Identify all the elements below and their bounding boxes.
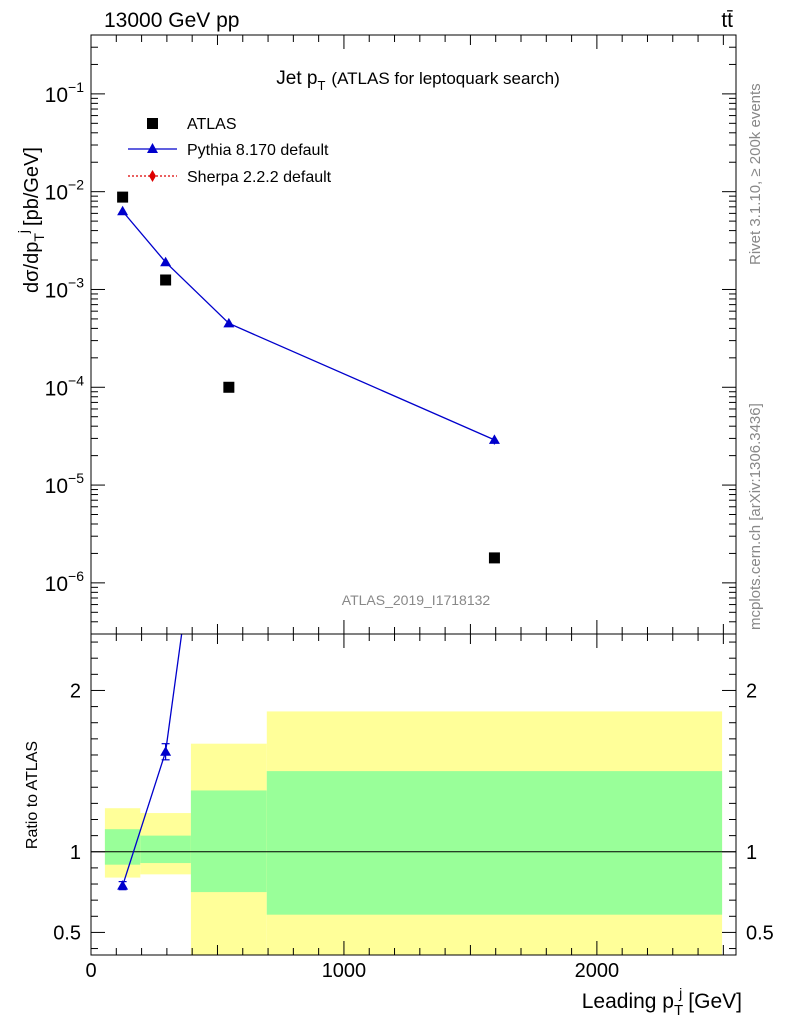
ratio-y-tick-label-left: 0.5 bbox=[53, 922, 81, 944]
ratio-panel-ticks bbox=[90, 634, 736, 955]
ratio-y-tick-label-right: 2 bbox=[746, 680, 757, 702]
main-y-tick-label: 10−2 bbox=[45, 177, 85, 205]
atlas-point bbox=[223, 381, 235, 393]
ratio-band-green bbox=[266, 771, 723, 915]
header-process: 13000 GeV pp bbox=[104, 9, 239, 32]
x-tick-label: 0 bbox=[85, 960, 96, 982]
ratio-band-green bbox=[140, 835, 191, 864]
ratio-panel-frame bbox=[90, 633, 737, 956]
pythia-ratio-point bbox=[117, 880, 129, 890]
main-panel: 10−110−210−310−410−510−6 dσ/dpTj[pb/GeV]… bbox=[15, 34, 737, 635]
legend-sherpa-marker bbox=[149, 170, 156, 182]
main-y-tick-label: 10−4 bbox=[45, 372, 85, 400]
ratio-panel-data bbox=[117, 282, 234, 891]
pythia-point bbox=[223, 317, 235, 328]
pythia-ratio-point bbox=[160, 746, 172, 756]
side-rivet-label: Rivet 3.1.10, ≥ 200k events bbox=[747, 83, 764, 265]
pythia-line bbox=[122, 210, 495, 441]
main-y-tick-label: 10−3 bbox=[45, 274, 85, 302]
ratio-panel-tick-labels: 0.5 0.5 1 1 2 2 0 1000 2000 bbox=[53, 680, 774, 982]
analysis-watermark: ATLAS_2019_I1718132 bbox=[342, 592, 491, 608]
plot-title-sub: T bbox=[317, 78, 325, 93]
x-axis-title-sup: j bbox=[678, 985, 682, 1001]
plot-title: Jet pT (ATLAS for leptoquark search) bbox=[276, 68, 560, 93]
y-axis-title-sup: j bbox=[15, 230, 31, 234]
x-axis-title-sub: T bbox=[674, 1002, 683, 1019]
main-y-tick-label: 10−1 bbox=[45, 79, 85, 107]
x-tick-label: 2000 bbox=[575, 960, 620, 982]
x-tick-label: 1000 bbox=[322, 960, 367, 982]
plot-title-main: Jet p bbox=[276, 68, 317, 89]
pythia-point bbox=[160, 256, 172, 267]
legend-atlas-label: ATLAS bbox=[187, 116, 237, 133]
ratio-uncertainty-bands bbox=[104, 711, 723, 955]
atlas-point bbox=[488, 552, 500, 564]
main-y-tick-label: 10−6 bbox=[45, 568, 85, 596]
main-panel-ticks bbox=[90, 34, 736, 635]
ratio-y-tick-label-left: 1 bbox=[70, 842, 81, 864]
legend-sherpa-label: Sherpa 2.2.2 default bbox=[187, 169, 332, 186]
ratio-panel: 0.5 0.5 1 1 2 2 0 1000 2000 Ratio to ATLAS Leadi… bbox=[24, 282, 774, 1019]
y-axis-title-unit: [pb/GeV] bbox=[21, 147, 43, 226]
y-axis-title-sub: T bbox=[31, 233, 47, 242]
pythia-ratio-point bbox=[223, 282, 234, 292]
x-axis-title-main: Leading p bbox=[582, 990, 674, 1013]
ratio-y-tick-label-right: 1 bbox=[746, 842, 757, 864]
side-mcplots-label: mcplots.cern.ch [arXiv:1306.3436] bbox=[747, 403, 764, 630]
ratio-band-green bbox=[190, 790, 267, 893]
main-panel-y-tick-labels: 10−1 10−2 10−3 10−4 10−5 10−6 bbox=[45, 79, 85, 596]
ratio-y-tick-label-left: 2 bbox=[70, 680, 81, 702]
x-axis-title-unit: [GeV] bbox=[688, 990, 742, 1013]
atlas-point bbox=[160, 274, 172, 286]
y-axis-title-main: dσ/dp bbox=[21, 242, 43, 293]
atlas-point bbox=[117, 191, 129, 203]
ratio-y-tick-label-right: 0.5 bbox=[746, 922, 774, 944]
x-axis-title: Leading pTj [GeV] bbox=[582, 985, 742, 1019]
main-y-tick-label: 10−5 bbox=[45, 470, 85, 498]
main-panel-data bbox=[117, 191, 500, 564]
pythia-point bbox=[488, 434, 500, 444]
plot-title-rest: (ATLAS for leptoquark search) bbox=[331, 69, 559, 88]
legend-atlas-marker bbox=[147, 118, 158, 129]
pythia-ratio-line bbox=[121, 634, 183, 886]
legend: ATLAS Pythia 8.170 default Sherpa 2.2.2 … bbox=[128, 116, 332, 186]
header-final-state: tt̄ bbox=[721, 9, 733, 32]
y-axis-title: dσ/dpTj [pb/GeV] bbox=[15, 147, 47, 293]
legend-pythia-label: Pythia 8.170 default bbox=[187, 142, 329, 159]
legend-pythia-marker bbox=[147, 143, 158, 153]
pythia-point bbox=[117, 205, 129, 216]
svg-text:dσ/dpTj[pb/GeV]: dσ/dpTj [pb/GeV] bbox=[15, 147, 47, 293]
ratio-y-axis-title: Ratio to ATLAS bbox=[24, 741, 41, 849]
